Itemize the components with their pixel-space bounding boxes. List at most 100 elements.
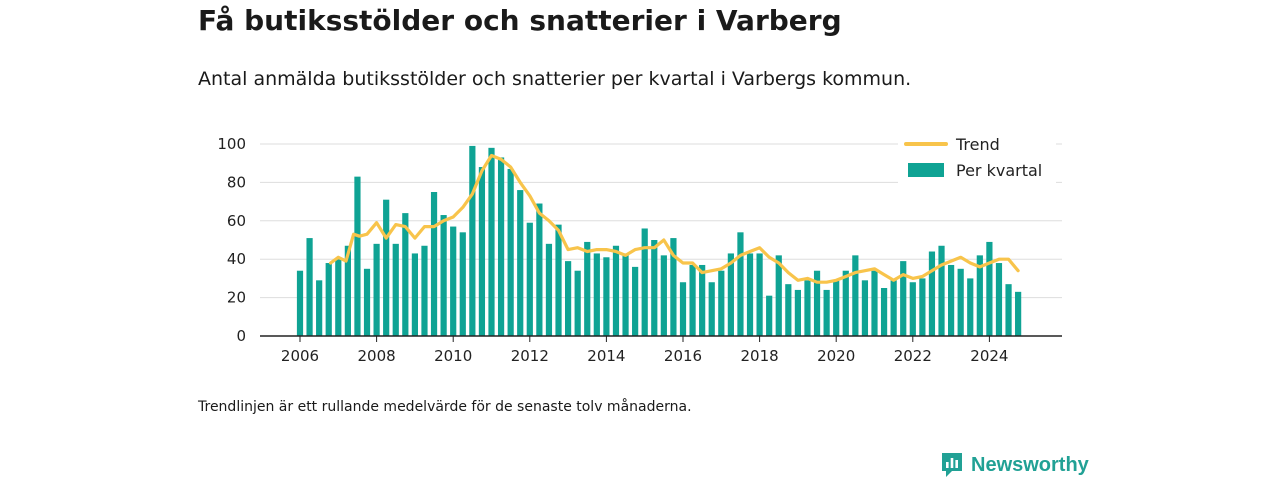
bar-2013-Q4 [593,253,600,336]
bar-2019-Q4 [823,289,830,336]
bar-2024-Q3 [1005,284,1012,336]
bar-2022-Q4 [938,245,945,336]
bar-2016-Q4 [708,282,715,336]
bar-2006-Q2 [306,238,313,336]
x-tick-label: 2016 [664,347,702,365]
bar-2016-Q2 [689,264,696,336]
bar-2011-Q3 [507,168,514,336]
bar-2014-Q1 [603,257,610,336]
y-tick-label: 80 [227,173,246,191]
legend-trend-label: Trend [955,135,1000,154]
bar-2006-Q4 [325,263,332,336]
x-tick-label: 2024 [970,347,1008,365]
bar-2019-Q2 [804,280,811,336]
bar-2011-Q1 [488,147,495,336]
brand-logo[interactable]: Newsworthy [940,451,1089,479]
bar-2008-Q2 [383,199,390,336]
y-tick-label: 60 [227,212,246,230]
bar-2021-Q2 [880,288,888,336]
trend-series [329,153,1020,284]
bar-2015-Q2 [651,240,658,336]
bar-2023-Q1 [948,264,955,336]
bar-2024-Q4 [1015,291,1022,336]
bar-2012-Q1 [526,222,533,336]
bar-2013-Q3 [584,241,591,336]
bar-2009-Q3 [430,192,438,336]
bar-2020-Q3 [852,255,859,336]
bar-2021-Q3 [890,280,897,336]
bar-2010-Q4 [478,167,486,336]
brand-name: Newsworthy [971,453,1089,476]
bar-2021-Q4 [900,261,907,336]
footnote: Trendlinjen är ett rullande medelvärde f… [198,399,692,415]
bar-2022-Q1 [909,282,916,336]
bar-2017-Q3 [737,232,744,336]
bar-2017-Q4 [746,253,754,336]
bar-2020-Q1 [833,280,840,336]
bar-series [296,145,1022,336]
bar-2010-Q3 [469,145,476,336]
chart-subtitle: Antal anmälda butiksstölder och snatteri… [198,68,912,90]
bar-2012-Q4 [555,224,562,336]
bar-2007-Q2 [344,245,351,336]
x-tick-label: 2010 [434,347,472,365]
y-tick-label: 0 [236,327,246,345]
y-axis: 0 20 40 60 80 100 [217,135,246,345]
y-tick-label: 40 [227,250,246,268]
legend-bar-swatch [908,163,944,177]
bar-2009-Q2 [421,245,428,336]
bar-2018-Q1 [756,253,763,336]
bar-2008-Q4 [402,213,409,336]
bar-2014-Q2 [612,245,620,336]
bar-2008-Q3 [392,243,399,336]
bar-2011-Q4 [517,190,524,336]
bar-2008-Q1 [373,243,380,336]
legend-bar-label: Per kvartal [956,161,1042,180]
bar-2007-Q1 [335,259,342,336]
bar-2021-Q1 [871,270,878,336]
bar-2020-Q4 [861,280,869,336]
chart-title: Få butiksstölder och snatterier i Varber… [198,4,842,37]
x-tick-label: 2006 [281,347,319,365]
bar-2017-Q1 [718,270,725,336]
bar-2023-Q4 [976,255,983,336]
bar-2009-Q4 [440,215,447,336]
trend-line [329,153,1020,284]
bar-2010-Q2 [459,232,466,336]
bar-2016-Q1 [679,282,687,336]
bar-2018-Q3 [775,255,782,336]
x-tick-label: 2018 [741,347,779,365]
bar-2006-Q3 [316,280,323,336]
bar-2019-Q1 [794,289,801,336]
x-tick-label: 2014 [587,347,625,365]
legend: Trend Per kvartal [898,130,1056,184]
y-tick-label: 20 [227,289,246,307]
newsworthy-logo-icon [942,453,962,477]
bar-2019-Q3 [813,270,821,336]
bar-2023-Q2 [957,268,964,336]
bar-2006-Q1 [296,270,304,336]
bar-2023-Q3 [967,278,974,336]
bar-2012-Q2 [536,203,543,336]
bar-2024-Q1 [986,241,993,336]
x-tick-label: 2008 [358,347,396,365]
bar-2013-Q2 [574,270,581,336]
bar-2009-Q1 [411,253,418,336]
bar-2015-Q4 [670,238,677,336]
bar-2011-Q2 [497,157,505,336]
x-tick-label: 2020 [817,347,855,365]
x-axis: 2006 2008 2010 2012 2014 2016 2018 2020 2022 2024 [260,335,1062,365]
bar-2024-Q2 [995,263,1003,336]
bar-2007-Q3 [354,176,361,336]
bar-2013-Q1 [565,261,572,336]
bar-2015-Q1 [641,228,648,336]
bar-2017-Q2 [727,253,734,336]
bar-2012-Q3 [545,243,553,336]
x-tick-label: 2022 [894,347,932,365]
bar-2022-Q3 [928,251,936,336]
bar-2018-Q4 [785,284,792,336]
bar-2016-Q3 [699,264,706,336]
bar-2018-Q2 [766,295,773,336]
bar-2010-Q1 [450,226,457,336]
